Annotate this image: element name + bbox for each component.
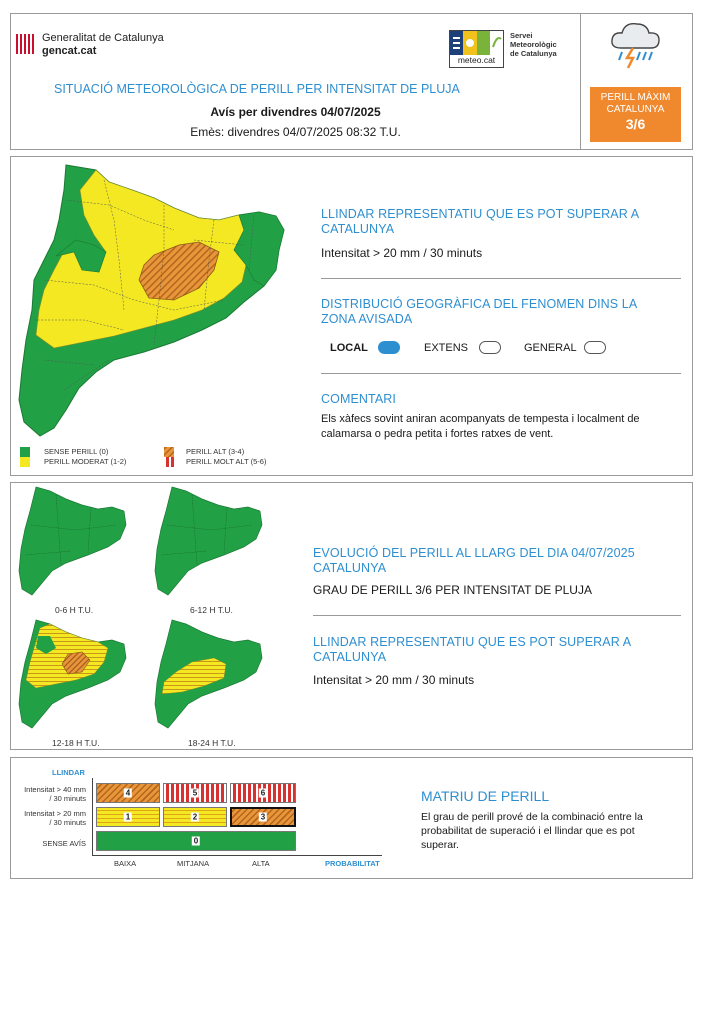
- period-18-24: 18-24 H T.U.: [188, 738, 236, 748]
- gov-name: Generalitat de Catalunya: [42, 32, 164, 44]
- mini-map-18-24: [152, 618, 268, 730]
- matrix-x-axis: [92, 855, 382, 856]
- matrix-description: El grau de perill prové de la combinació…: [421, 811, 643, 851]
- period-0-6: 0-6 H T.U.: [55, 605, 94, 615]
- period-6-12: 6-12 H T.U.: [190, 605, 233, 615]
- mini-map-6-12: [152, 485, 268, 597]
- matrix-title: MATRIU DE PERILL: [421, 788, 550, 804]
- distribution-general-label: GENERAL: [524, 342, 577, 354]
- smc-line-3: de Catalunya: [510, 49, 557, 58]
- mini-map-12-18: [16, 618, 132, 730]
- distribution-extens-indicator: [479, 341, 501, 354]
- header-logos-row: [10, 13, 581, 150]
- smc-line-2: Meteorològic: [510, 40, 557, 49]
- period-12-18: 12-18 H T.U.: [52, 738, 100, 748]
- threshold-value-2: Intensitat > 20 mm / 30 minuts: [313, 673, 475, 687]
- divider: [321, 373, 681, 374]
- matrix-cell-value: 1: [123, 812, 133, 822]
- distribution-extens-label: EXTENS: [424, 342, 469, 354]
- matrix-cell-4: 4: [96, 783, 160, 803]
- smc-name: Servei Meteorològic de Catalunya: [510, 31, 557, 58]
- emitted-date: Emès: divendres 04/07/2025 08:32 T.U.: [190, 125, 401, 139]
- evolution-title: EVOLUCIÓ DEL PERILL AL LLARG DEL DIA 04/…: [313, 546, 635, 575]
- thunderstorm-rain-icon: [607, 18, 663, 70]
- comment-text: Els xàfecs sovint aniran acompanyats de …: [321, 413, 640, 440]
- divider: [321, 278, 681, 279]
- mini-map-0-6: [16, 485, 132, 597]
- threshold-title-2: LLINDAR REPRESENTATIU QUE ES POT SUPERAR…: [313, 635, 631, 664]
- legend-swatch-very-high: [164, 457, 174, 467]
- evolution-value: GRAU DE PERILL 3/6 PER INTENSITAT DE PLU…: [313, 583, 592, 597]
- warning-date: Avís per divendres 04/07/2025: [210, 105, 381, 119]
- matrix-col-baixa: BAIXA: [114, 859, 137, 868]
- matrix-row-top: Intensitat > 40 mm / 30 minuts: [24, 785, 86, 803]
- threshold-value: Intensitat > 20 mm / 30 minuts: [321, 246, 483, 260]
- matrix-col-mitjana: MITJANA: [177, 859, 210, 868]
- matrix-cell-3-current: 3: [230, 807, 296, 827]
- matrix-cell-value: 6: [258, 788, 268, 798]
- matrix-cell-1: 1: [96, 807, 160, 827]
- matrix-cell-5: 5: [163, 783, 227, 803]
- matrix-col-alta: ALTA: [252, 859, 270, 868]
- max-danger-value: 3/6: [625, 116, 646, 132]
- gov-site: gencat.cat: [42, 45, 97, 57]
- meteocat-site: meteo.cat: [457, 55, 496, 65]
- matrix-cell-0: 0: [96, 831, 296, 851]
- max-danger-badge: PERILL MÀXIM CATALUNYA 3/6: [590, 87, 681, 142]
- matrix-cell-value: 5: [190, 788, 200, 798]
- legend-high: PERILL ALT (3-4): [186, 447, 245, 456]
- matrix-cell-value: 2: [190, 812, 200, 822]
- legend-none: SENSE PERILL (0): [44, 447, 109, 456]
- matrix-x-title: PROBABILITAT: [325, 859, 380, 868]
- matrix-cell-6: 6: [230, 783, 296, 803]
- distribution-local-indicator: [378, 341, 400, 354]
- page-title: SITUACIÓ METEOROLÒGICA DE PERILL PER INT…: [54, 82, 460, 96]
- distribution-title: DISTRIBUCIÓ GEOGRÀFICA DEL FENOMEN DINS …: [321, 297, 637, 326]
- header-panel: [10, 13, 693, 150]
- comment-title: COMENTARI: [321, 392, 396, 406]
- matrix-cell-value: 0: [191, 836, 201, 846]
- matrix-y-title: LLINDAR: [52, 768, 85, 777]
- distribution-local-label: LOCAL: [330, 342, 368, 354]
- matrix-cell-value: 3: [258, 812, 268, 822]
- matrix-row-bottom: SENSE AVÍS: [42, 839, 86, 848]
- generalitat-logo: [15, 33, 37, 55]
- matrix-row-mid: Intensitat > 20 mm / 30 minuts: [24, 809, 86, 827]
- legend-moderate: PERILL MODERAT (1-2): [44, 457, 127, 466]
- legend-swatch-none: [20, 447, 30, 457]
- legend-very-high: PERILL MOLT ALT (5-6): [186, 457, 267, 466]
- distribution-options: LOCAL EXTENS GENERAL: [330, 340, 630, 356]
- matrix-y-axis: [92, 778, 93, 856]
- legend-swatch-high: [164, 447, 174, 457]
- max-danger-label-2: CATALUNYA: [606, 104, 665, 115]
- threshold-title: LLINDAR REPRESENTATIU QUE ES POT SUPERAR…: [321, 207, 639, 236]
- matrix-cell-2: 2: [163, 807, 227, 827]
- max-danger-label-1: PERILL MÀXIM: [600, 92, 671, 103]
- matrix-cell-value: 4: [123, 788, 133, 798]
- divider: [313, 615, 681, 616]
- legend-swatch-moderate: [20, 457, 30, 467]
- distribution-general-indicator: [584, 341, 606, 354]
- catalonia-danger-map: [14, 160, 304, 440]
- meteocat-logo: meteo.cat: [449, 30, 504, 68]
- smc-line-1: Servei: [510, 31, 533, 40]
